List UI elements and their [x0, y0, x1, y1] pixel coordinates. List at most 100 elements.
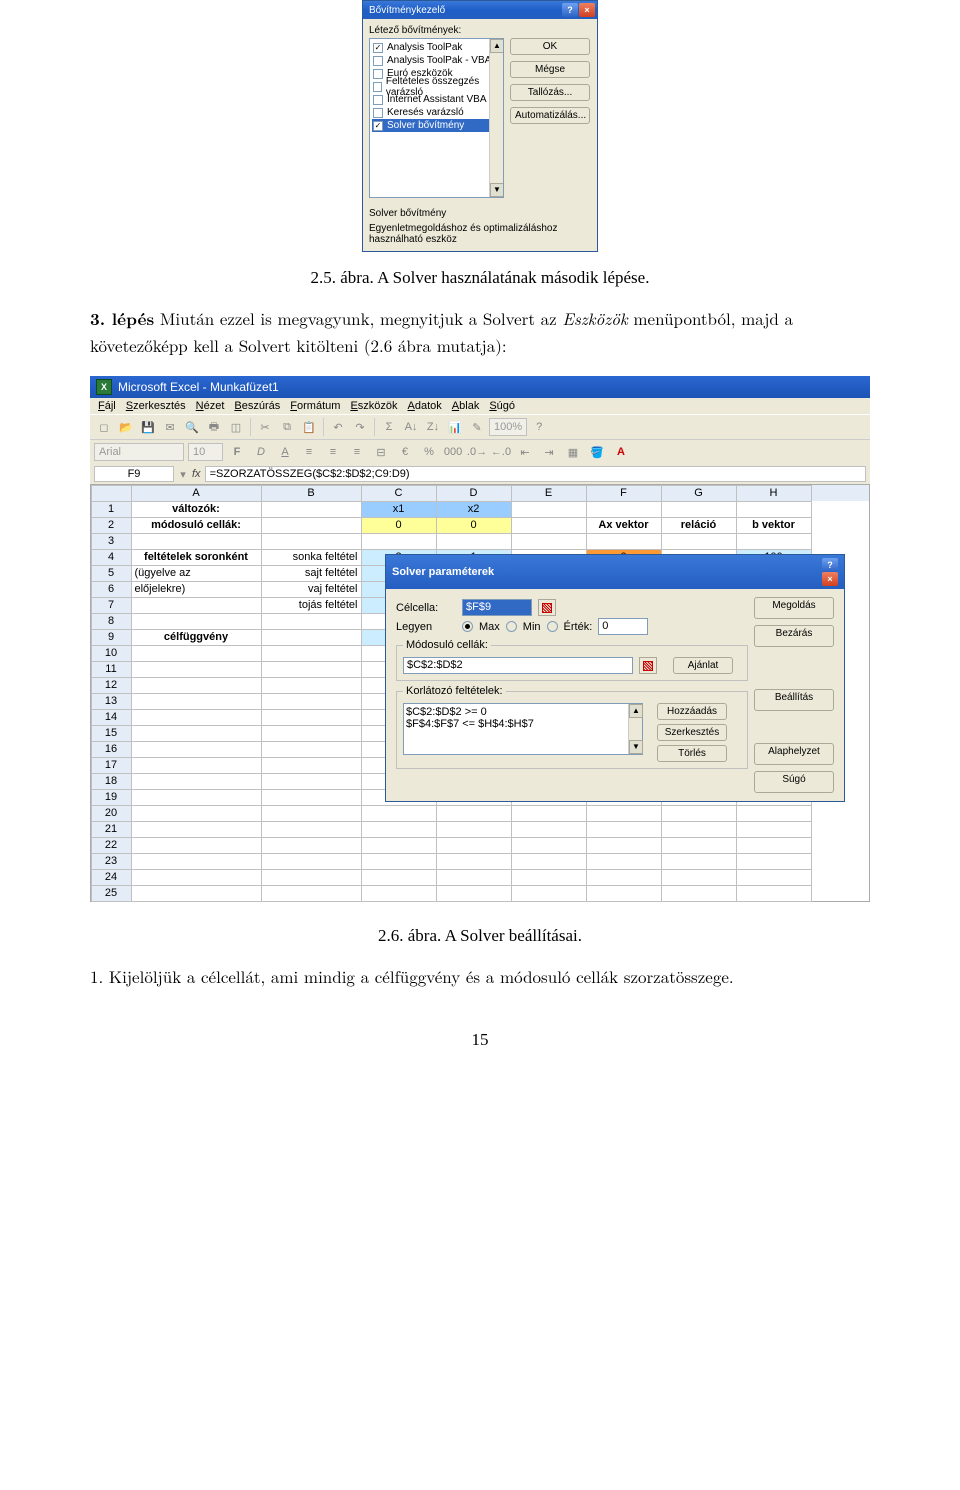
scroll-down-icon[interactable]: ▼ [629, 740, 643, 754]
open-icon[interactable]: 📂 [116, 417, 136, 437]
cell[interactable]: feltételek soronként [131, 549, 262, 566]
save-icon[interactable]: 💾 [138, 417, 158, 437]
cell[interactable] [661, 533, 737, 550]
row-header[interactable]: 7 [91, 597, 132, 614]
cell[interactable] [586, 501, 662, 518]
col-header[interactable]: D [436, 485, 512, 502]
cell[interactable] [131, 885, 262, 902]
changing-cells-input[interactable]: $C$2:$D$2 [403, 657, 633, 674]
row-header[interactable]: 8 [91, 613, 132, 630]
align-right-icon[interactable]: ≡ [347, 442, 367, 462]
cell[interactable] [131, 821, 262, 838]
cell[interactable] [736, 501, 812, 518]
cell[interactable] [436, 869, 512, 886]
font-color-icon[interactable]: A [611, 442, 631, 462]
addin-item[interactable]: Solver bővítmény [372, 119, 501, 132]
cell[interactable] [736, 885, 812, 902]
cell[interactable] [261, 869, 362, 886]
cell[interactable] [261, 501, 362, 518]
sum-icon[interactable]: Σ [379, 417, 399, 437]
font-box[interactable]: Arial [94, 443, 184, 461]
cell[interactable] [261, 837, 362, 854]
currency-icon[interactable]: € [395, 442, 415, 462]
row-header[interactable]: 21 [91, 821, 132, 838]
cell[interactable] [661, 501, 737, 518]
constraint-item[interactable]: $C$2:$D$2 >= 0 [406, 706, 640, 718]
cell[interactable]: 0 [361, 517, 437, 534]
row-header[interactable]: 2 [91, 517, 132, 534]
cell[interactable]: 0 [436, 517, 512, 534]
cell[interactable]: sonka feltétel [261, 549, 362, 566]
align-center-icon[interactable]: ≡ [323, 442, 343, 462]
cell[interactable] [261, 805, 362, 822]
mail-icon[interactable]: ✉ [160, 417, 180, 437]
formatting-toolbar[interactable]: Arial 10 F D A ≡ ≡ ≡ ⊟ € % 000 .0→ ←.0 ⇤… [90, 440, 870, 464]
cell[interactable] [661, 821, 737, 838]
sort-asc-icon[interactable]: A↓ [401, 417, 421, 437]
cell[interactable] [261, 741, 362, 758]
underline-icon[interactable]: A [275, 442, 295, 462]
menu-item[interactable]: Adatok [408, 400, 442, 412]
cell[interactable]: (ügyelve az [131, 565, 262, 582]
cell[interactable] [586, 885, 662, 902]
menu-item[interactable]: Fájl [98, 400, 116, 412]
scroll-up-icon[interactable]: ▲ [629, 704, 643, 718]
cell[interactable] [511, 853, 587, 870]
cell[interactable] [436, 853, 512, 870]
cell[interactable] [261, 645, 362, 662]
cell[interactable] [736, 533, 812, 550]
delete-button[interactable]: Törlés [657, 745, 727, 762]
undo-icon[interactable]: ↶ [328, 417, 348, 437]
browse-button[interactable]: Tallózás... [510, 84, 590, 101]
cell[interactable] [261, 885, 362, 902]
constraints-list[interactable]: $C$2:$D$2 >= 0$F$4:$F$7 <= $H$4:$H$7 ▲ ▼ [403, 703, 643, 755]
outdent-icon[interactable]: ⇥ [539, 442, 559, 462]
cell[interactable] [661, 885, 737, 902]
row-header[interactable]: 16 [91, 741, 132, 758]
close-icon[interactable]: × [822, 572, 838, 586]
cell[interactable]: célfüggvény [131, 629, 262, 646]
cell[interactable] [131, 869, 262, 886]
checkbox[interactable] [373, 82, 382, 92]
cell[interactable] [261, 757, 362, 774]
cell[interactable] [261, 629, 362, 646]
row-header[interactable]: 13 [91, 693, 132, 710]
help-icon[interactable]: ? [562, 3, 578, 17]
cell[interactable] [131, 757, 262, 774]
ok-button[interactable]: OK [510, 38, 590, 55]
fill-color-icon[interactable]: 🪣 [587, 442, 607, 462]
formula-input[interactable]: =SZORZATÖSSZEG($C$2:$D$2;C9:D9) [205, 466, 866, 482]
cell[interactable] [436, 821, 512, 838]
cancel-button[interactable]: Mégse [510, 61, 590, 78]
merge-icon[interactable]: ⊟ [371, 442, 391, 462]
cell[interactable] [736, 805, 812, 822]
sort-desc-icon[interactable]: Z↓ [423, 417, 443, 437]
zoom-box[interactable]: 100% [489, 418, 527, 436]
menu-item[interactable]: Nézet [196, 400, 225, 412]
cell[interactable]: változók: [131, 501, 262, 518]
row-header[interactable]: 4 [91, 549, 132, 566]
checkbox[interactable] [373, 69, 383, 79]
addin-item[interactable]: Analysis ToolPak [372, 41, 501, 54]
print-icon[interactable]: 🖶 [204, 417, 224, 437]
menubar[interactable]: FájlSzerkesztésNézetBeszúrásFormátumEszk… [90, 398, 870, 414]
row-header[interactable]: 15 [91, 725, 132, 742]
cell[interactable] [586, 853, 662, 870]
cell[interactable] [436, 805, 512, 822]
italic-icon[interactable]: D [251, 442, 271, 462]
cell[interactable] [131, 741, 262, 758]
row-header[interactable]: 12 [91, 677, 132, 694]
row-header[interactable]: 22 [91, 837, 132, 854]
cell[interactable] [361, 821, 437, 838]
target-cell-input[interactable]: $F$9 [462, 599, 532, 616]
cell[interactable] [261, 789, 362, 806]
scrollbar[interactable]: ▲ ▼ [489, 39, 503, 197]
cell[interactable] [511, 501, 587, 518]
solver-titlebar[interactable]: Solver paraméterek ? × [386, 555, 844, 589]
cell[interactable] [586, 821, 662, 838]
cell[interactable]: sajt feltétel [261, 565, 362, 582]
cell[interactable] [436, 885, 512, 902]
menu-item[interactable]: Ablak [452, 400, 480, 412]
cell[interactable] [131, 597, 262, 614]
value-input[interactable]: 0 [598, 618, 648, 635]
